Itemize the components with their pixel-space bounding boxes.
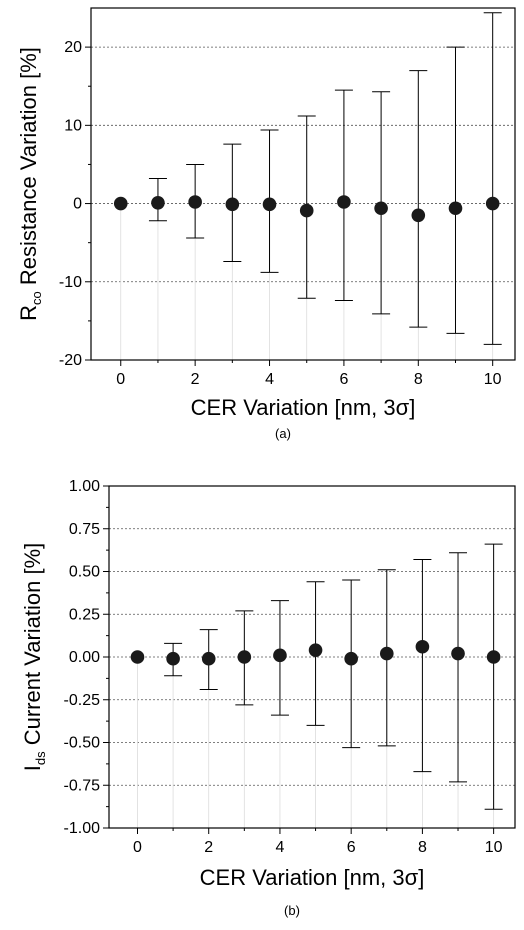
data-point xyxy=(151,195,165,210)
y-axis-title-text: Resistance Variation [%] xyxy=(16,47,41,291)
y-tick-label: 0.00 xyxy=(69,649,100,666)
y-tick-label: 10 xyxy=(64,117,82,134)
data-point xyxy=(237,650,252,664)
panel-label: (a) xyxy=(275,426,291,441)
y-axis-title: Ids Current Variation [%] xyxy=(20,543,48,772)
data-point xyxy=(485,196,500,211)
x-tick-label: 10 xyxy=(484,371,502,388)
x-tick-label: 2 xyxy=(191,371,200,388)
x-tick-label: 0 xyxy=(133,839,142,856)
y-axis-title-subscript: ds xyxy=(33,751,48,765)
x-tick-label: 4 xyxy=(265,371,274,388)
y-tick-label: 0.50 xyxy=(69,564,100,581)
data-point xyxy=(201,651,216,666)
panel-label: (b) xyxy=(284,903,300,918)
data-point xyxy=(448,201,463,216)
y-tick-label: -0.75 xyxy=(64,777,101,794)
x-axis-title: CER Variation [nm, 3σ] xyxy=(191,395,416,420)
data-point xyxy=(374,201,388,216)
y-tick-label: 1.00 xyxy=(69,478,100,495)
y-tick-label: 20 xyxy=(64,39,82,56)
y-tick-label: 0.25 xyxy=(69,606,100,623)
data-point xyxy=(130,650,145,664)
data-point xyxy=(273,648,287,663)
data-point xyxy=(308,643,323,657)
data-point xyxy=(225,197,240,212)
y-axis-title-subscript: co xyxy=(29,291,44,305)
y-tick-label: 0 xyxy=(73,196,82,213)
x-tick-label: 0 xyxy=(116,371,125,388)
data-point xyxy=(299,203,314,218)
y-tick-label: -0.25 xyxy=(64,692,101,709)
data-point xyxy=(113,196,128,211)
x-tick-label: 6 xyxy=(347,839,356,856)
data-point xyxy=(344,651,358,666)
plot-frame xyxy=(90,7,516,361)
data-point xyxy=(188,195,202,209)
data-point xyxy=(451,646,465,661)
y-tick-label: -20 xyxy=(59,352,82,369)
y-tick-label: 0.75 xyxy=(69,521,100,538)
y-tick-label: -10 xyxy=(59,274,82,291)
data-point xyxy=(486,650,501,664)
data-point xyxy=(262,197,277,212)
y-tick-label: -0.50 xyxy=(64,735,101,752)
data-point xyxy=(411,208,426,223)
x-tick-label: 4 xyxy=(275,839,284,856)
data-point xyxy=(166,651,180,666)
y-axis-title-symbol: R xyxy=(16,305,41,321)
chart-panel-a: 0 2 4 6 8 10 -20 -10 0 10 20 CER Variation [nm, 3σ]… xyxy=(16,7,516,441)
y-tick-label: -1.00 xyxy=(64,820,101,837)
y-axis-title: Rco Resistance Variation [%] xyxy=(16,47,44,321)
x-tick-label: 8 xyxy=(418,839,427,856)
x-tick-label: 2 xyxy=(204,839,213,856)
x-axis-title: CER Variation [nm, 3σ] xyxy=(200,865,425,890)
data-point xyxy=(379,646,394,661)
y-axis-title-symbol: I xyxy=(20,765,45,771)
data-point xyxy=(415,639,430,654)
x-tick-label: 6 xyxy=(339,371,348,388)
x-tick-label: 10 xyxy=(485,839,503,856)
y-axis-title-text: Current Variation [%] xyxy=(20,543,45,752)
x-tick-label: 8 xyxy=(414,371,423,388)
chart-panel-b: 0 2 4 6 8 10 -1.00 -0.75 -0.50 -0.25 0.00 0.25 0.50 0… xyxy=(20,478,516,918)
data-point xyxy=(337,195,351,209)
